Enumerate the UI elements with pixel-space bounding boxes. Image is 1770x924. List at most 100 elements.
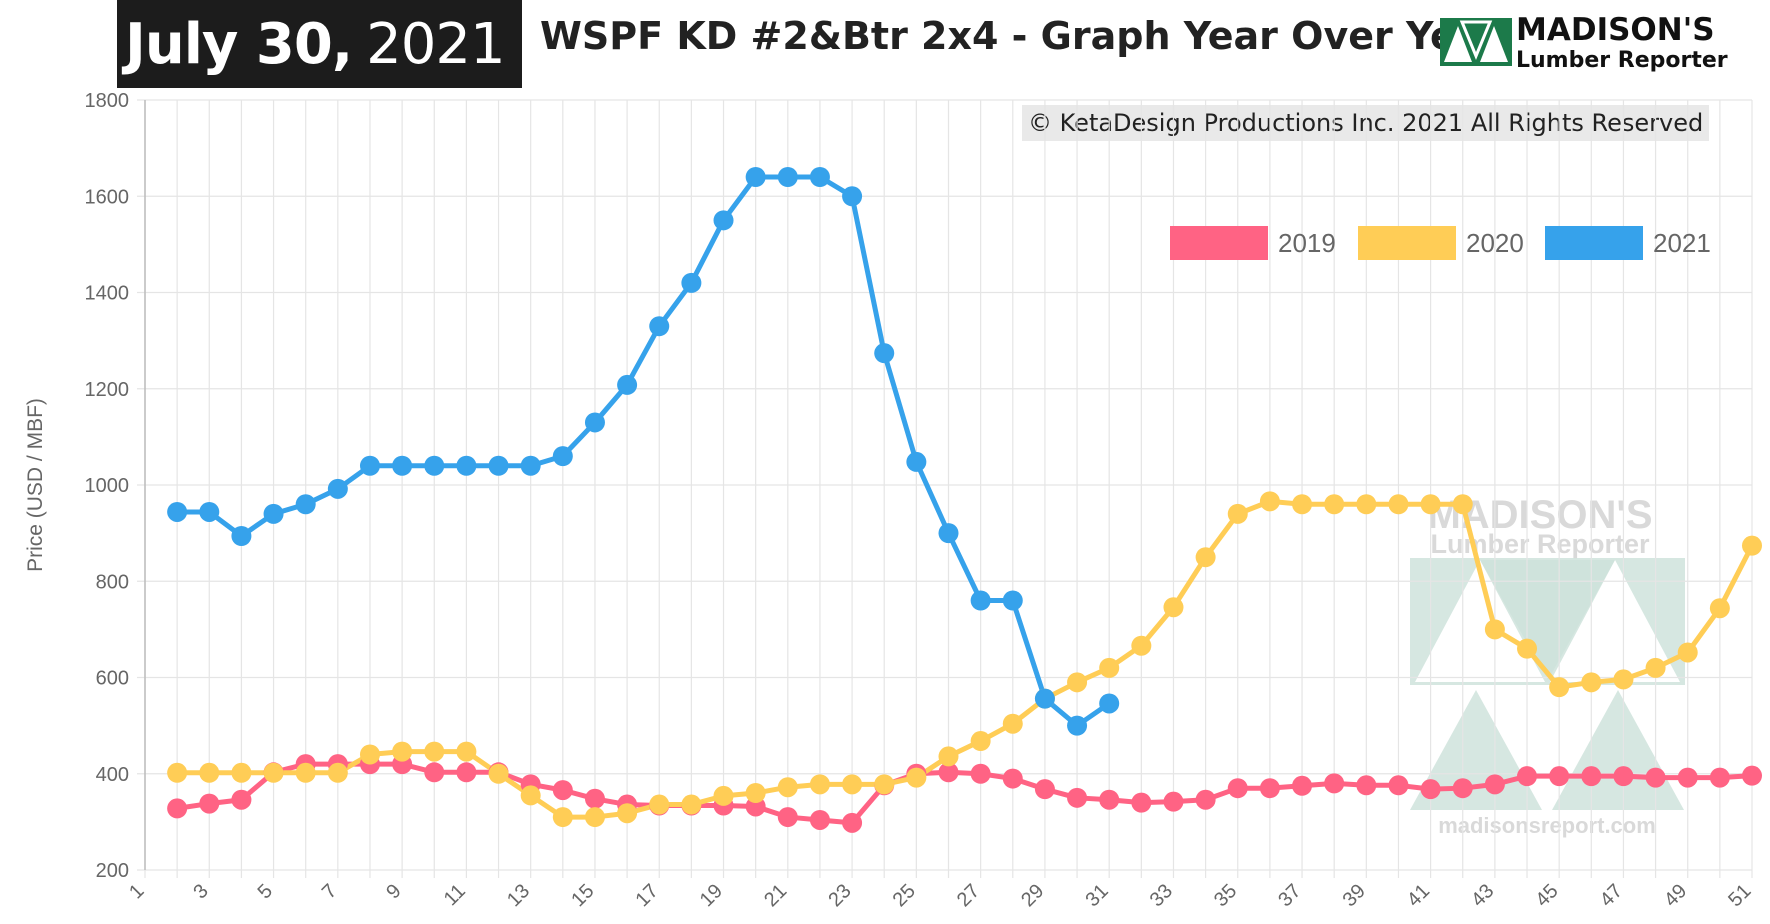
data-point-2020 [1131, 635, 1152, 656]
data-point-2020 [584, 807, 605, 828]
x-tick-label: 45 [1531, 880, 1562, 911]
data-point-2019 [1742, 765, 1762, 786]
data-point-2020 [1356, 494, 1377, 515]
legend-swatch-2020 [1358, 226, 1456, 260]
data-point-2020 [1709, 598, 1730, 619]
data-point-2019 [1645, 767, 1666, 788]
legend-label-2020: 2020 [1466, 228, 1524, 258]
data-point-2020 [1324, 494, 1345, 515]
data-point-2020 [1581, 672, 1602, 693]
x-tick-label: 1 [125, 880, 148, 903]
x-tick-label: 25 [889, 880, 920, 911]
data-point-2019 [199, 793, 220, 814]
date-month-day: July 30, [125, 11, 353, 77]
data-point-2021 [938, 523, 959, 544]
data-point-2020 [424, 741, 445, 762]
data-point-2020 [617, 803, 638, 824]
data-point-2019 [1002, 768, 1023, 789]
data-point-2021 [392, 455, 413, 476]
data-point-2019 [1067, 787, 1088, 808]
data-point-2020 [231, 762, 252, 783]
legend-swatch-2021 [1545, 226, 1643, 260]
y-tick-label: 800 [96, 571, 129, 593]
data-point-2021 [456, 455, 477, 476]
watermark-subtitle: Lumber Reporter [1430, 529, 1650, 559]
logo-subtitle: Lumber Reporter [1516, 48, 1728, 73]
data-point-2020 [1484, 619, 1505, 640]
data-point-2020 [456, 741, 477, 762]
data-point-2021 [1002, 590, 1023, 611]
watermark-url: madisonsreport.com [1438, 813, 1656, 838]
data-point-2019 [1034, 779, 1055, 800]
data-point-2020 [1195, 547, 1216, 568]
madisons-logo: MADISON'S Lumber Reporter [1440, 12, 1760, 73]
data-point-2020 [263, 762, 284, 783]
data-point-2021 [970, 590, 991, 611]
data-point-2020 [842, 774, 863, 795]
data-point-2019 [1131, 792, 1152, 813]
data-point-2019 [970, 763, 991, 784]
x-tick-label: 49 [1660, 880, 1691, 911]
date-banner: July 30, 2021 [117, 0, 522, 88]
data-point-2020 [552, 807, 573, 828]
watermark-triangles-icon [1410, 558, 1685, 810]
data-point-2019 [167, 798, 188, 819]
data-point-2020 [1613, 669, 1634, 690]
x-tick-label: 31 [1081, 880, 1112, 911]
data-point-2019 [1324, 773, 1345, 794]
data-point-2020 [1227, 503, 1248, 524]
data-point-2019 [1452, 778, 1473, 799]
data-point-2019 [809, 809, 830, 830]
data-point-2021 [295, 494, 316, 515]
data-point-2020 [199, 762, 220, 783]
x-tick-label: 9 [382, 880, 405, 903]
data-point-2019 [456, 762, 477, 783]
data-point-2019 [1356, 775, 1377, 796]
data-point-2021 [681, 272, 702, 293]
data-point-2019 [1517, 766, 1538, 787]
date-year: 2021 [366, 11, 506, 77]
x-tick-label: 41 [1403, 880, 1434, 911]
data-point-2021 [520, 455, 541, 476]
x-tick-label: 39 [1339, 880, 1370, 911]
data-point-2019 [1549, 766, 1570, 787]
data-point-2020 [167, 762, 188, 783]
data-point-2019 [1420, 779, 1441, 800]
data-point-2021 [649, 316, 670, 337]
y-tick-label: 1400 [85, 283, 130, 305]
data-point-2020 [777, 777, 798, 798]
data-point-2021 [327, 478, 348, 499]
x-tick-label: 11 [440, 880, 470, 910]
x-tick-label: 21 [760, 880, 791, 911]
data-point-2020 [938, 746, 959, 767]
data-point-2019 [584, 788, 605, 809]
data-point-2020 [1452, 494, 1473, 515]
x-tick-label: 19 [696, 880, 727, 911]
data-point-2021 [617, 374, 638, 395]
data-point-2020 [488, 763, 509, 784]
data-point-2021 [1099, 693, 1120, 714]
y-tick-label: 400 [96, 764, 129, 786]
data-point-2021 [713, 210, 734, 231]
data-point-2019 [1163, 791, 1184, 812]
y-axis-title: Price (USD / MBF) [24, 398, 47, 572]
data-point-2020 [970, 731, 991, 752]
data-point-2021 [1034, 688, 1055, 709]
series-points [167, 167, 1762, 833]
data-point-2019 [1292, 775, 1313, 796]
data-point-2019 [1388, 775, 1409, 796]
x-tick-label: 27 [953, 880, 984, 911]
data-point-2020 [327, 762, 348, 783]
data-point-2019 [842, 812, 863, 833]
y-tick-label: 200 [96, 860, 129, 882]
data-point-2021 [263, 503, 284, 524]
data-point-2021 [231, 526, 252, 547]
copyright-notice: © KetaDesign Productions Inc. 2021 All R… [1022, 105, 1710, 141]
data-point-2019 [1613, 766, 1634, 787]
x-tick-label: 51 [1724, 880, 1755, 911]
legend-label-2021: 2021 [1653, 228, 1711, 258]
data-point-2020 [1742, 535, 1762, 556]
data-point-2020 [874, 774, 895, 795]
data-point-2020 [1420, 494, 1441, 515]
logo-triangles-icon [1440, 18, 1512, 66]
